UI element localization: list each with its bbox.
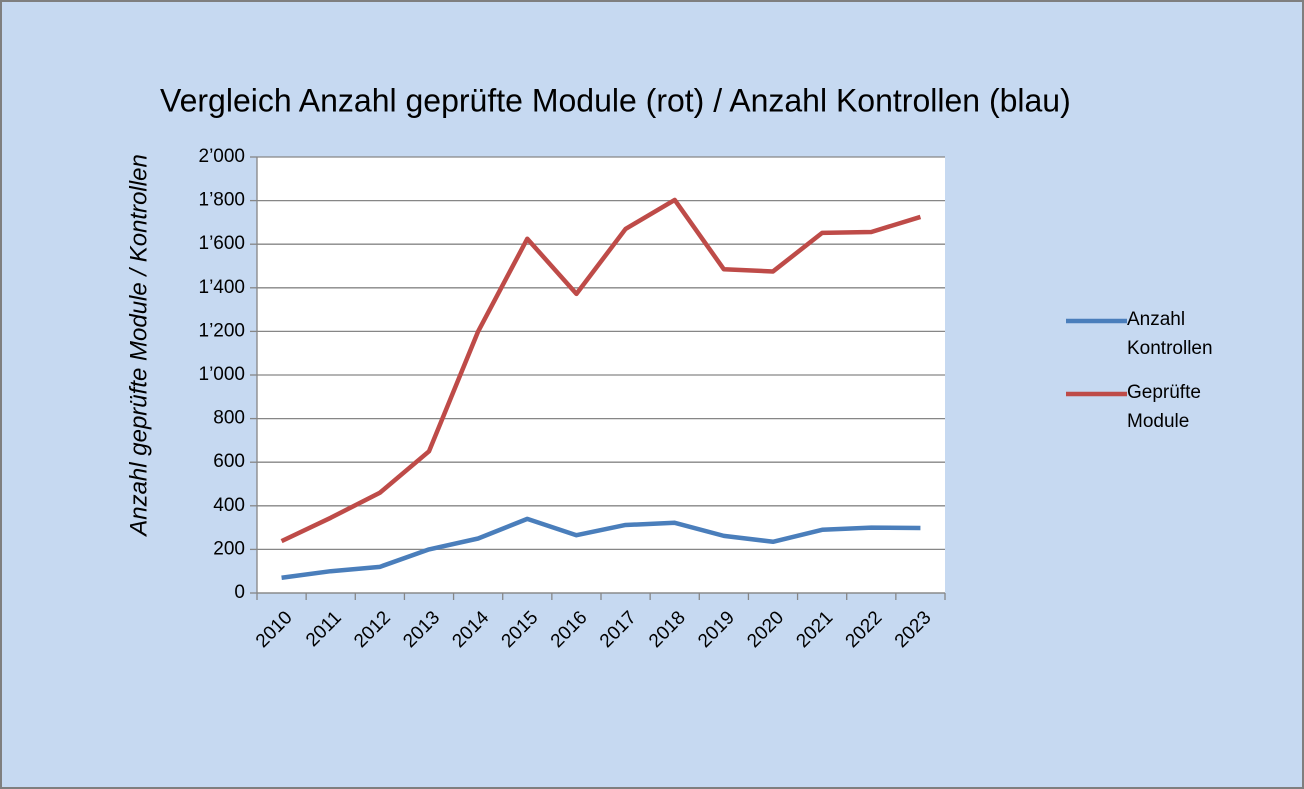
y-tick-label: 1’000 [199, 364, 246, 385]
legend-label: Anzahl Kontrollen [1127, 309, 1213, 359]
chart-title: Vergleich Anzahl geprüfte Module (rot) /… [160, 82, 1071, 118]
y-tick-label: 400 [213, 495, 245, 516]
y-tick-label: 0 [234, 582, 245, 603]
line-series [281, 516, 921, 580]
legend-label: Geprüfte Module [1127, 382, 1201, 432]
y-tick-label: 600 [213, 451, 245, 472]
y-tick-label: 1’200 [199, 320, 246, 341]
y-tick-label: 1’800 [199, 190, 246, 211]
y-tick-label: 1’600 [199, 233, 246, 254]
y-tick-label: 800 [213, 408, 245, 429]
y-tick-label: 2’000 [199, 146, 246, 167]
y-tick-label: 200 [213, 538, 245, 559]
y-tick-label: 1’400 [199, 277, 246, 298]
line-series [280, 197, 922, 544]
y-axis-label: Anzahl geprüfte Module / Kontrollen [125, 154, 152, 538]
